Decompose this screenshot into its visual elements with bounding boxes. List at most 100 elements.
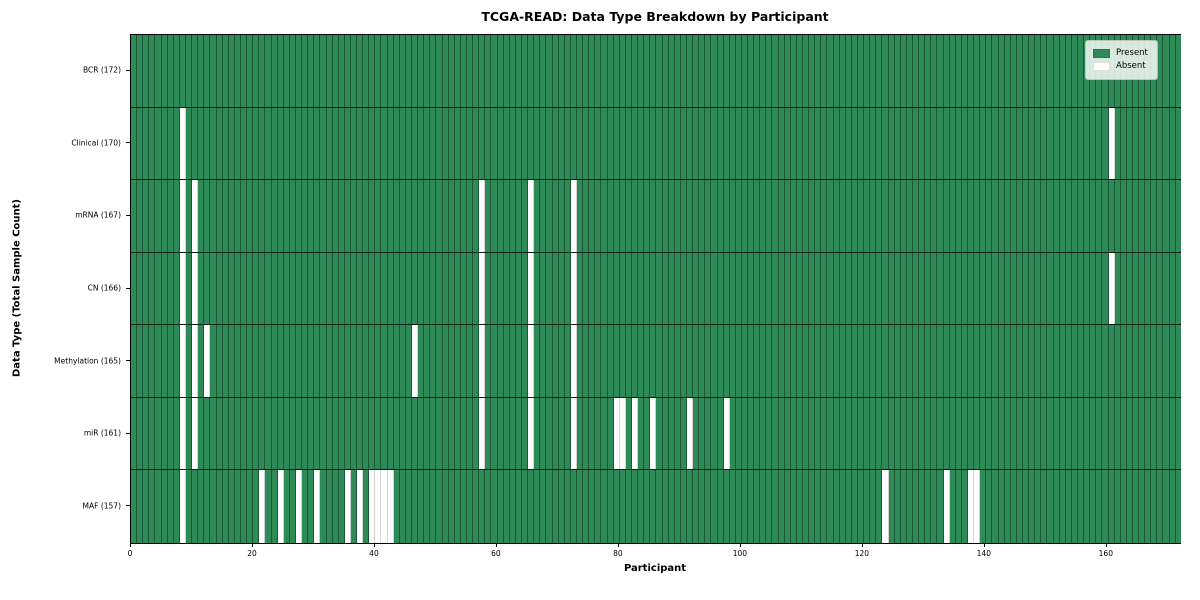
heatmap-cell-present [314,107,321,180]
heatmap-cell-present [589,35,596,107]
heatmap-cell-present [363,35,370,107]
heatmap-cell-present [552,107,559,180]
heatmap-cell-present [1169,397,1176,470]
heatmap-cell-present [619,252,626,325]
heatmap-cell-present [1041,397,1048,470]
heatmap-cell-present [1029,252,1036,325]
heatmap-cell-present [766,107,773,180]
heatmap-cell-present [289,107,296,180]
heatmap-cell-present [131,252,138,325]
heatmap-cell-present [387,325,394,397]
heatmap-cell-present [1071,180,1078,252]
heatmap-cell-present [338,35,345,107]
heatmap-cell-present [894,252,901,325]
heatmap-cell-present [949,397,956,470]
heatmap-cell-present [631,107,639,180]
heatmap-cell-present [308,252,315,325]
heatmap-cell-present [967,107,975,180]
heatmap-cell-present [900,107,907,180]
heatmap-cell-present [436,397,443,470]
heatmap-cell-present [631,325,639,397]
heatmap-cell-present [717,252,724,325]
heatmap-cell-present [131,397,138,470]
heatmap-cell-present [699,397,706,470]
heatmap-cell-present [888,252,895,325]
heatmap-cell-present [876,325,883,397]
heatmap-cell-absent [375,470,382,543]
heatmap-cell-present [766,470,773,543]
heatmap-cell-present [167,397,174,470]
heatmap-cell-present [815,397,822,470]
heatmap-cell-present [674,325,681,397]
heatmap-cell-present [662,107,669,180]
heatmap-cell-present [412,470,419,543]
heatmap-cell-present [680,470,687,543]
x-tick-label: 0 [127,549,133,558]
heatmap-cell-present [613,325,620,397]
heatmap-cell-present [662,180,669,252]
heatmap-cell-present [613,107,620,180]
heatmap-cell-present [656,180,663,252]
heatmap-cell-present [967,35,975,107]
heatmap-cell-present [699,35,706,107]
heatmap-cell-present [778,470,785,543]
heatmap-cell-present [913,397,920,470]
heatmap-cell-present [454,107,461,180]
heatmap-cell-present [418,397,425,470]
heatmap-cell-present [735,180,742,252]
heatmap-cell-present [821,180,828,252]
heatmap-cell-present [234,180,241,252]
legend-entry: Present [1093,48,1148,59]
heatmap-cell-present [143,325,150,397]
heatmap-cell-present [1041,107,1048,180]
heatmap-cell-present [570,107,577,180]
heatmap-cell-present [198,325,205,397]
heatmap-cell-present [204,107,211,180]
heatmap-cell-present [1077,252,1085,325]
heatmap-cell-present [748,180,755,252]
heatmap-cell-present [638,325,645,397]
heatmap-cell-present [1059,252,1066,325]
heatmap-cell-present [766,325,773,397]
heatmap-cell-present [259,397,266,470]
heatmap-cell-present [570,470,577,543]
heatmap-cell-absent [613,397,620,470]
heatmap-cell-present [827,107,834,180]
heatmap-cell-present [796,107,804,180]
heatmap-cell-present [192,470,199,543]
heatmap-cell-absent [344,470,351,543]
heatmap-cell-present [760,470,767,543]
heatmap-cell-present [253,107,260,180]
heatmap-cell-present [1053,470,1060,543]
heatmap-cell-present [131,107,138,180]
heatmap-cell-present [638,397,645,470]
heatmap-cell-present [326,180,333,252]
heatmap-cell-present [277,180,284,252]
heatmap-cell-present [815,325,822,397]
heatmap-cell-present [1004,180,1011,252]
heatmap-cell-present [137,35,144,107]
heatmap-cell-present [1059,180,1066,252]
heatmap-cell-present [240,180,248,252]
heatmap-cell-present [723,35,730,107]
heatmap-cell-absent [179,107,186,180]
heatmap-cell-present [796,180,804,252]
heatmap-cell-present [864,470,871,543]
heatmap-cell-present [729,35,736,107]
heatmap-cell-present [222,35,229,107]
heatmap-cell-present [436,107,443,180]
heatmap-cell-present [424,35,431,107]
heatmap-cell-present [564,325,571,397]
heatmap-cell-present [253,325,260,397]
heatmap-cell-present [772,397,779,470]
x-tick-label: 20 [247,549,257,558]
heatmap-cell-present [1157,252,1164,325]
heatmap-cell-present [906,107,913,180]
heatmap-cell-present [289,325,296,397]
heatmap-cell-present [387,35,394,107]
heatmap-cell-present [1029,107,1036,180]
heatmap-cell-present [980,180,987,252]
heatmap-cell-present [583,325,590,397]
heatmap-cell-present [705,35,712,107]
heatmap-cell-absent [570,325,577,397]
